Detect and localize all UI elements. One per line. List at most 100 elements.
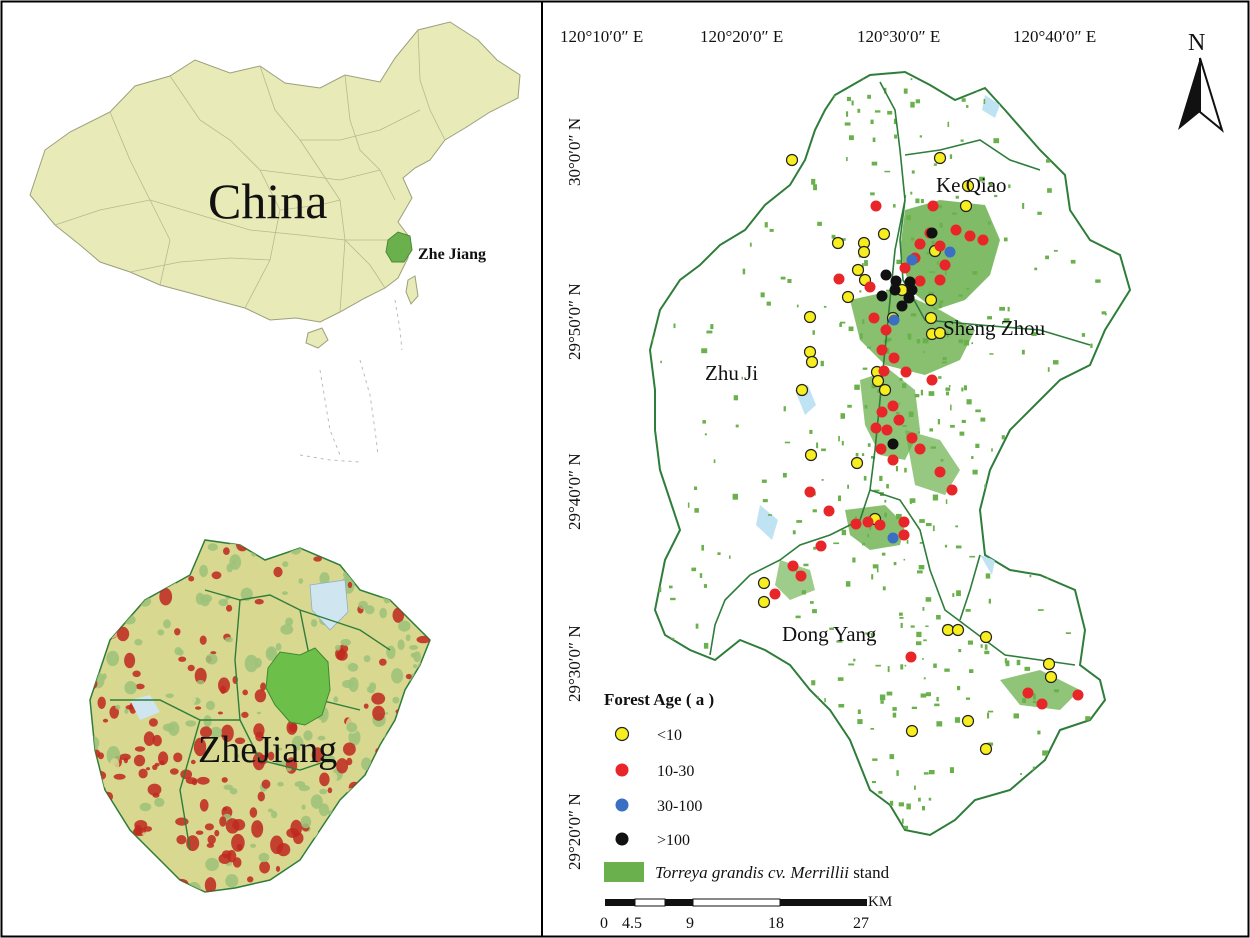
stand-patch <box>922 806 925 811</box>
relief-patch <box>152 734 162 747</box>
relief-patch <box>199 635 207 645</box>
stand-patch <box>691 567 697 572</box>
stand-patch <box>1053 360 1059 365</box>
age-point-10-30 <box>864 281 876 293</box>
relief-patch <box>116 626 130 642</box>
relief-patch <box>180 769 193 780</box>
stand-patch <box>704 433 707 436</box>
stand-patch <box>902 425 907 427</box>
county-label-zhuji: Zhu Ji <box>705 361 758 385</box>
relief-patch <box>205 857 220 872</box>
relief-patch <box>318 803 330 817</box>
stand-patch <box>938 376 942 379</box>
stand-patch <box>735 424 739 428</box>
north-arrow: N <box>1178 30 1224 133</box>
relief-patch <box>364 605 375 615</box>
relief-patch <box>203 715 212 728</box>
stand-patch <box>936 615 941 620</box>
relief-patch <box>334 712 345 725</box>
stand-patch <box>839 322 842 327</box>
relief-patch <box>275 643 282 651</box>
relief-patch <box>250 843 257 848</box>
age-point-lt10 <box>871 374 885 388</box>
stand-patch <box>1037 211 1042 215</box>
stand-patch <box>980 644 983 648</box>
stand-patch <box>760 292 765 298</box>
stand-patch <box>1037 609 1044 611</box>
stand-patch <box>919 135 922 138</box>
relief-patch <box>143 731 155 746</box>
stand-patch <box>879 694 886 701</box>
stand-patch <box>919 519 925 523</box>
age-point-30-100 <box>906 254 918 266</box>
age-point-10-30 <box>898 529 910 541</box>
stand-patch <box>780 276 786 280</box>
stand-patch <box>904 664 907 667</box>
relief-patch <box>225 874 239 888</box>
stand-patch <box>870 633 874 638</box>
relief-patch <box>298 578 304 584</box>
age-point-10-30 <box>905 651 917 663</box>
age-point-10-30 <box>887 400 899 412</box>
stand-patch <box>703 642 709 649</box>
relief-patch <box>294 634 306 648</box>
stand-patch <box>984 650 990 655</box>
stand-patch <box>884 499 887 503</box>
relief-patch <box>416 635 430 644</box>
forest-age-points <box>757 151 1084 756</box>
stand-patch <box>829 627 834 630</box>
stand-patch <box>729 555 731 559</box>
stand-patch <box>761 479 767 483</box>
relief-patch <box>251 820 264 838</box>
age-point-10-30 <box>950 224 962 236</box>
age-point-10-30 <box>898 516 910 528</box>
stand-patch <box>926 251 932 255</box>
relief-patch <box>124 681 137 695</box>
stand-patch <box>694 486 698 490</box>
age-point-lt10 <box>804 448 818 462</box>
stand-patch <box>961 419 966 423</box>
age-point-10-30 <box>977 234 989 246</box>
study-area-map-panel: 120°10′0″ E 120°20′0″ E 120°30′0″ E 120°… <box>560 27 1224 932</box>
stand-patch <box>967 640 973 645</box>
relief-patch <box>240 617 253 627</box>
relief-patch <box>292 559 305 570</box>
stand-patch <box>903 88 908 94</box>
stand-cluster <box>775 560 815 600</box>
stand-patch <box>1032 766 1035 770</box>
legend-label-gt100: >100 <box>657 832 690 849</box>
age-point-lt10 <box>941 623 955 637</box>
stand-patch <box>909 498 916 503</box>
stand-patch <box>851 100 854 106</box>
relief-patch <box>260 682 267 691</box>
stand-patch <box>871 161 878 166</box>
stand-patch <box>838 435 840 442</box>
stand-patch <box>931 240 935 247</box>
legend-label-lt10: <10 <box>657 727 682 744</box>
legend-stand-species: Torreya grandis cv. Merrillii <box>655 863 849 882</box>
relief-patch <box>211 571 222 580</box>
county-label-shengzhou: Sheng Zhou <box>943 316 1046 340</box>
relief-patch <box>194 667 207 685</box>
stand-patch <box>867 533 869 538</box>
relief-patch <box>320 631 329 643</box>
stand-patch <box>902 383 907 389</box>
scale-segment-3 <box>665 899 693 906</box>
stand-patch <box>1037 730 1041 735</box>
stand-patch <box>1020 773 1022 775</box>
scale-bar: KM 0 4.5 9 18 27 <box>600 894 892 932</box>
relief-patch <box>363 703 369 709</box>
stand-patch <box>950 424 955 428</box>
stand-patch <box>945 387 951 391</box>
stand-patch <box>1053 250 1058 252</box>
stand-patch <box>922 658 924 660</box>
stand-patch <box>894 134 897 139</box>
stand-patch <box>949 154 953 159</box>
stand-patch <box>971 342 974 345</box>
relief-patch <box>254 598 264 605</box>
age-point-gt100 <box>926 227 938 239</box>
relief-patch <box>204 823 214 831</box>
relief-patch <box>195 763 206 776</box>
relief-patch <box>371 692 386 705</box>
stand-patch <box>955 545 962 549</box>
